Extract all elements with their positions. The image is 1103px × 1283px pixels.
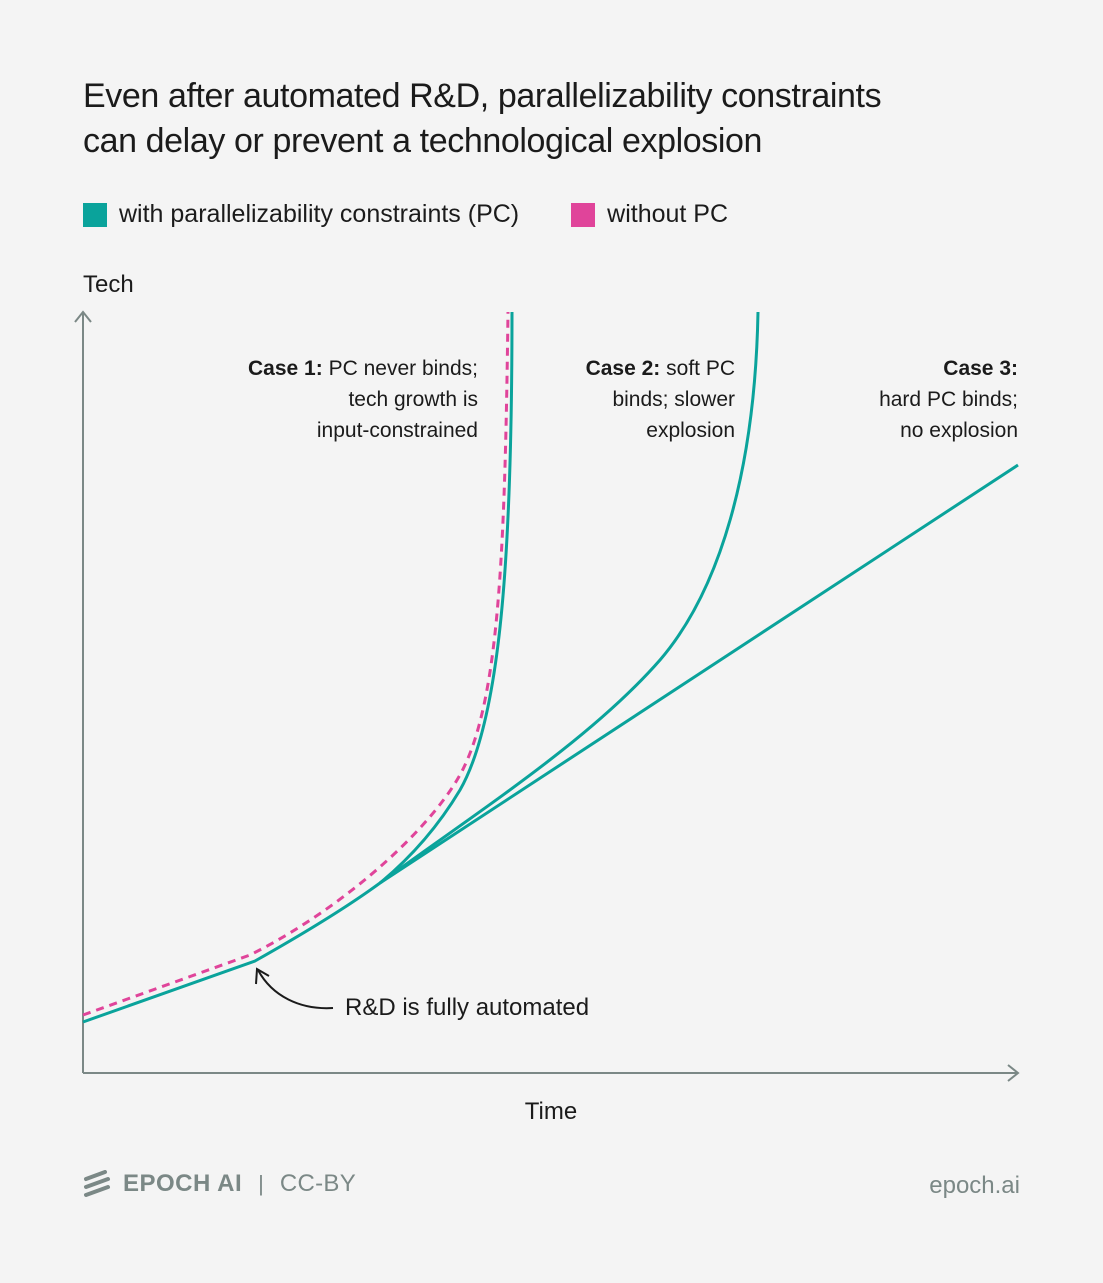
- case-2-rest: soft PC: [666, 357, 735, 380]
- annotation-rd-automated: R&D is fully automated: [345, 994, 589, 1021]
- legend-swatch-pink: [571, 202, 596, 227]
- case-2-label-line-2: binds; slower: [612, 388, 735, 411]
- y-axis-label: Tech: [83, 271, 134, 298]
- curve-case-2: [379, 311, 760, 885]
- footer-site-link[interactable]: epoch.ai: [929, 1172, 1020, 1199]
- x-axis-arrow-icon: [1007, 1064, 1020, 1082]
- case-1-bold: Case 1:: [248, 357, 323, 380]
- title-line-1: Even after automated R&D, parallelizabil…: [83, 77, 882, 115]
- legend: with parallelizability constraints (PC) …: [83, 200, 780, 229]
- case-1-rest: PC never binds;: [329, 357, 478, 380]
- curve-case-3: [82, 463, 1019, 1024]
- license-label: CC-BY: [279, 1170, 357, 1197]
- case-2-label-line-3: explosion: [646, 419, 735, 442]
- brand-name: EPOCH AI: [123, 1170, 243, 1197]
- title-line-2: can delay or prevent a technological exp…: [83, 122, 763, 160]
- case-2-bold: Case 2:: [586, 357, 661, 380]
- legend-label-with-pc: with parallelizability constraints (PC): [119, 200, 520, 228]
- legend-item-without-pc: without PC: [571, 200, 728, 229]
- case-3-label-line-3: no explosion: [900, 419, 1018, 442]
- x-axis-label: Time: [525, 1098, 577, 1125]
- case-1-label-line-3: input-constrained: [317, 419, 478, 442]
- y-axis-arrow-icon: [74, 310, 92, 323]
- footer-brand: EPOCH AI | CC-BY: [83, 1170, 356, 1198]
- annotation-arrowhead-icon: [255, 967, 270, 985]
- legend-item-with-pc: with parallelizability constraints (PC): [83, 200, 519, 229]
- case-3-label-line-2: hard PC binds;: [879, 388, 1018, 411]
- case-1-label-line-2: tech growth is: [348, 388, 478, 411]
- epoch-logo-icon: [84, 1170, 110, 1197]
- curve-without-pc: [82, 311, 510, 1017]
- case-3-label-line-1: Case 3:: [943, 357, 1018, 380]
- axes: [74, 310, 1020, 1082]
- annotation-arrow-icon: [257, 969, 334, 1010]
- chart-title: Even after automated R&D, parallelizabil…: [83, 74, 1043, 164]
- curve-case-1: [379, 311, 514, 885]
- case-1-label-line-1: Case 1: PC never binds;: [248, 357, 478, 380]
- case-3-bold: Case 3:: [943, 357, 1018, 380]
- case-2-label-line-1: Case 2: soft PC: [586, 357, 735, 380]
- legend-label-without-pc: without PC: [607, 200, 729, 228]
- footer-separator: |: [258, 1171, 264, 1196]
- legend-swatch-teal: [83, 202, 107, 227]
